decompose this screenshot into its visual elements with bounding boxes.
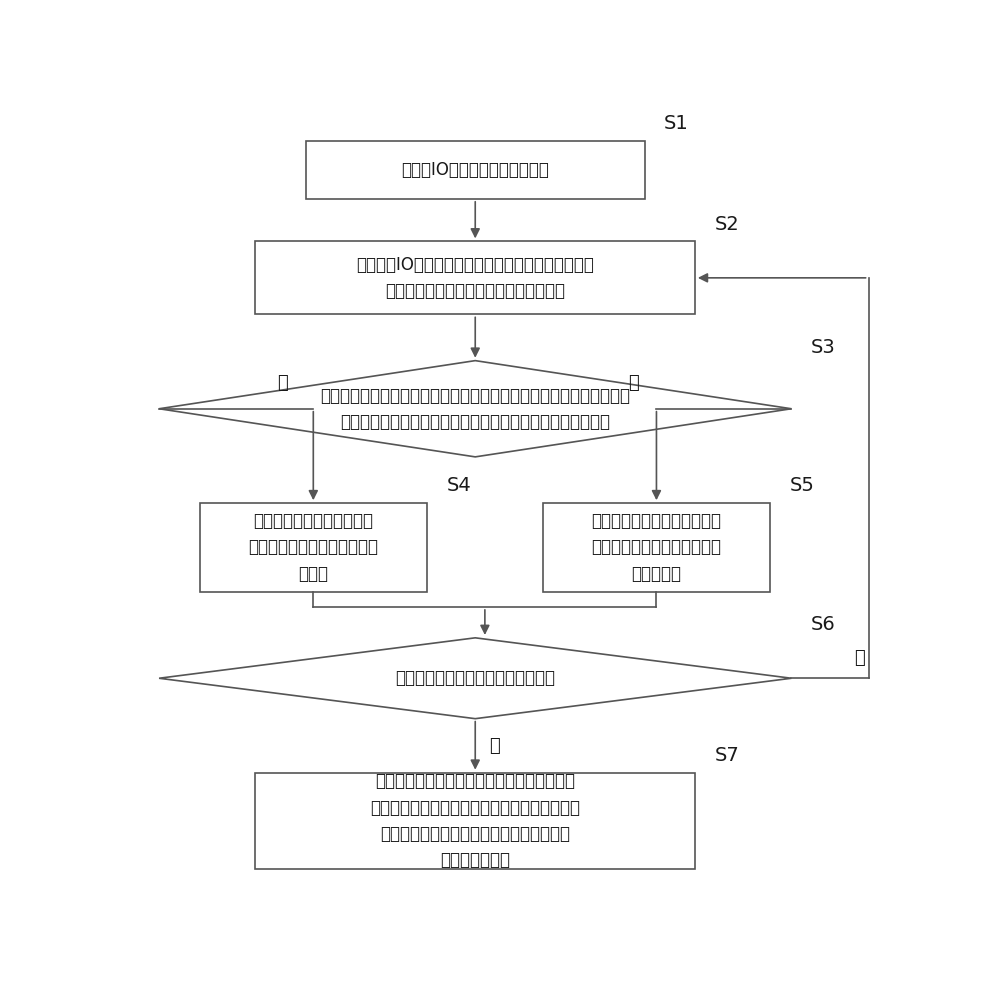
- Text: S5: S5: [788, 476, 813, 495]
- Polygon shape: [159, 361, 790, 457]
- Text: S7: S7: [714, 746, 739, 765]
- Text: S4: S4: [446, 476, 470, 495]
- Text: 将待写入的数据写入请求放入
等待队列，等待下一个第一周
期判断执行: 将待写入的数据写入请求放入 等待队列，等待下一个第一周 期判断执行: [590, 512, 721, 583]
- Text: 根据待写入的数据量判断当前第一周期内可写入的数据量进行对比，判
断当前第一周期内可写入的数据量是否不小于待写入的数据量: 根据待写入的数据量判断当前第一周期内可写入的数据量进行对比，判 断当前第一周期内…: [320, 387, 629, 431]
- Text: S6: S6: [810, 615, 835, 634]
- Text: 否: 否: [853, 649, 864, 667]
- Text: S1: S1: [664, 114, 688, 133]
- Text: 获取每个IO实例中待写入的数据写入请求，并解析获
取数据写入请求中包含的待写入的数据量: 获取每个IO实例中待写入的数据写入请求，并解析获 取数据写入请求中包含的待写入的…: [356, 256, 593, 300]
- Text: 是: 是: [276, 374, 287, 392]
- Text: 对多个IO实例进行数据写入控制: 对多个IO实例进行数据写入控制: [401, 161, 549, 179]
- Text: S3: S3: [810, 338, 835, 357]
- Bar: [255, 241, 694, 314]
- Text: 根据第二周期内存在数据写入请求等待的第一
周期的数量进行数据写入速率自适应调整，根据
调整后的数据写入速率设置当前第一周期内
可写入的数据量: 根据第二周期内存在数据写入请求等待的第一 周期的数量进行数据写入速率自适应调整，…: [370, 772, 580, 869]
- Bar: [542, 503, 769, 592]
- Text: 控制待写入的数据写入，并
更新当前第一周期内可写入的
数据量: 控制待写入的数据写入，并 更新当前第一周期内可写入的 数据量: [248, 512, 378, 583]
- Text: 判断当前时间间隔是否满足第二周期: 判断当前时间间隔是否满足第二周期: [395, 669, 555, 687]
- Bar: [200, 503, 426, 592]
- Text: 是: 是: [489, 737, 499, 755]
- Bar: [255, 773, 694, 869]
- Polygon shape: [159, 638, 790, 719]
- Text: S2: S2: [714, 215, 739, 234]
- Text: 否: 否: [627, 374, 638, 392]
- Bar: [305, 141, 644, 199]
